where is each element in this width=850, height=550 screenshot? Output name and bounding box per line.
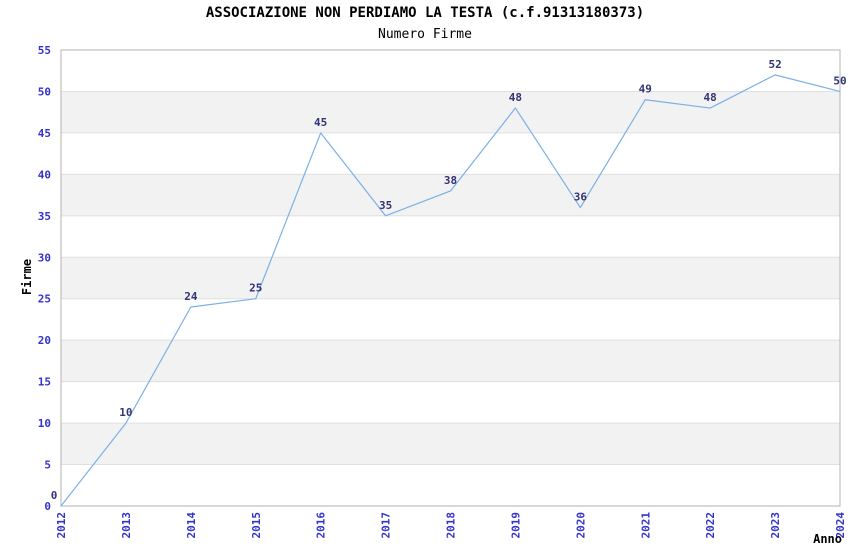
x-tick-label: 2015	[250, 512, 263, 539]
plot-band	[61, 132, 840, 175]
y-tick-label: 25	[38, 293, 51, 306]
x-tick-label: 2018	[445, 512, 458, 539]
plot-band	[61, 50, 840, 92]
series-line	[60, 74, 841, 507]
x-tick-label: 2014	[185, 512, 198, 539]
y-tick-label: 20	[38, 334, 51, 347]
x-tick-label: 2013	[120, 512, 133, 539]
data-label: 35	[379, 199, 392, 212]
data-label: 45	[314, 116, 327, 129]
chart-subtitle: Numero Firme	[378, 27, 472, 42]
plot-band	[61, 91, 840, 133]
x-tick-label: 2017	[380, 512, 393, 539]
y-axis-title: Firme	[20, 258, 34, 296]
y-tick-label: 45	[38, 127, 51, 140]
y-tick-label: 40	[38, 168, 51, 181]
chart-title: ASSOCIAZIONE NON PERDIAMO LA TESTA (c.f.…	[205, 5, 645, 21]
data-label: 38	[444, 174, 457, 187]
x-tick-label: 2016	[315, 512, 328, 539]
plot-border	[60, 49, 841, 507]
x-tick-label: 2020	[574, 512, 587, 539]
data-label: 48	[704, 91, 717, 104]
x-tick-label: 2022	[704, 512, 717, 539]
plot-band	[61, 381, 840, 424]
x-tick-label: 2023	[769, 512, 782, 539]
data-label: 24	[184, 290, 198, 303]
x-tick-label: 2024	[834, 512, 847, 539]
plot-band	[61, 257, 840, 299]
y-tick-label: 15	[38, 376, 51, 389]
x-axis-title: Anno	[813, 532, 842, 546]
data-label: 48	[509, 91, 522, 104]
plot-band	[61, 215, 840, 258]
data-label: 49	[639, 83, 652, 96]
y-tick-label: 5	[44, 459, 51, 472]
plot-band	[61, 298, 840, 341]
data-label: 50	[833, 74, 846, 87]
x-tick-label: 2019	[509, 512, 522, 539]
data-label: 25	[249, 282, 262, 295]
data-label: 10	[119, 406, 132, 419]
y-tick-label: 35	[38, 210, 51, 223]
plot-band	[61, 340, 840, 382]
data-label: 0	[51, 489, 58, 502]
plot-band	[61, 174, 840, 216]
x-tick-label: 2021	[639, 512, 652, 539]
y-tick-label: 50	[38, 85, 51, 98]
y-tick-label: 0	[44, 500, 51, 513]
y-tick-label: 30	[38, 251, 51, 264]
data-label: 36	[574, 191, 588, 204]
y-tick-label: 10	[38, 417, 51, 430]
plot-band	[61, 464, 840, 506]
plot-band	[61, 423, 840, 465]
x-tick-label: 2012	[55, 512, 68, 539]
y-tick-label: 55	[38, 44, 51, 57]
data-label: 52	[768, 58, 781, 71]
